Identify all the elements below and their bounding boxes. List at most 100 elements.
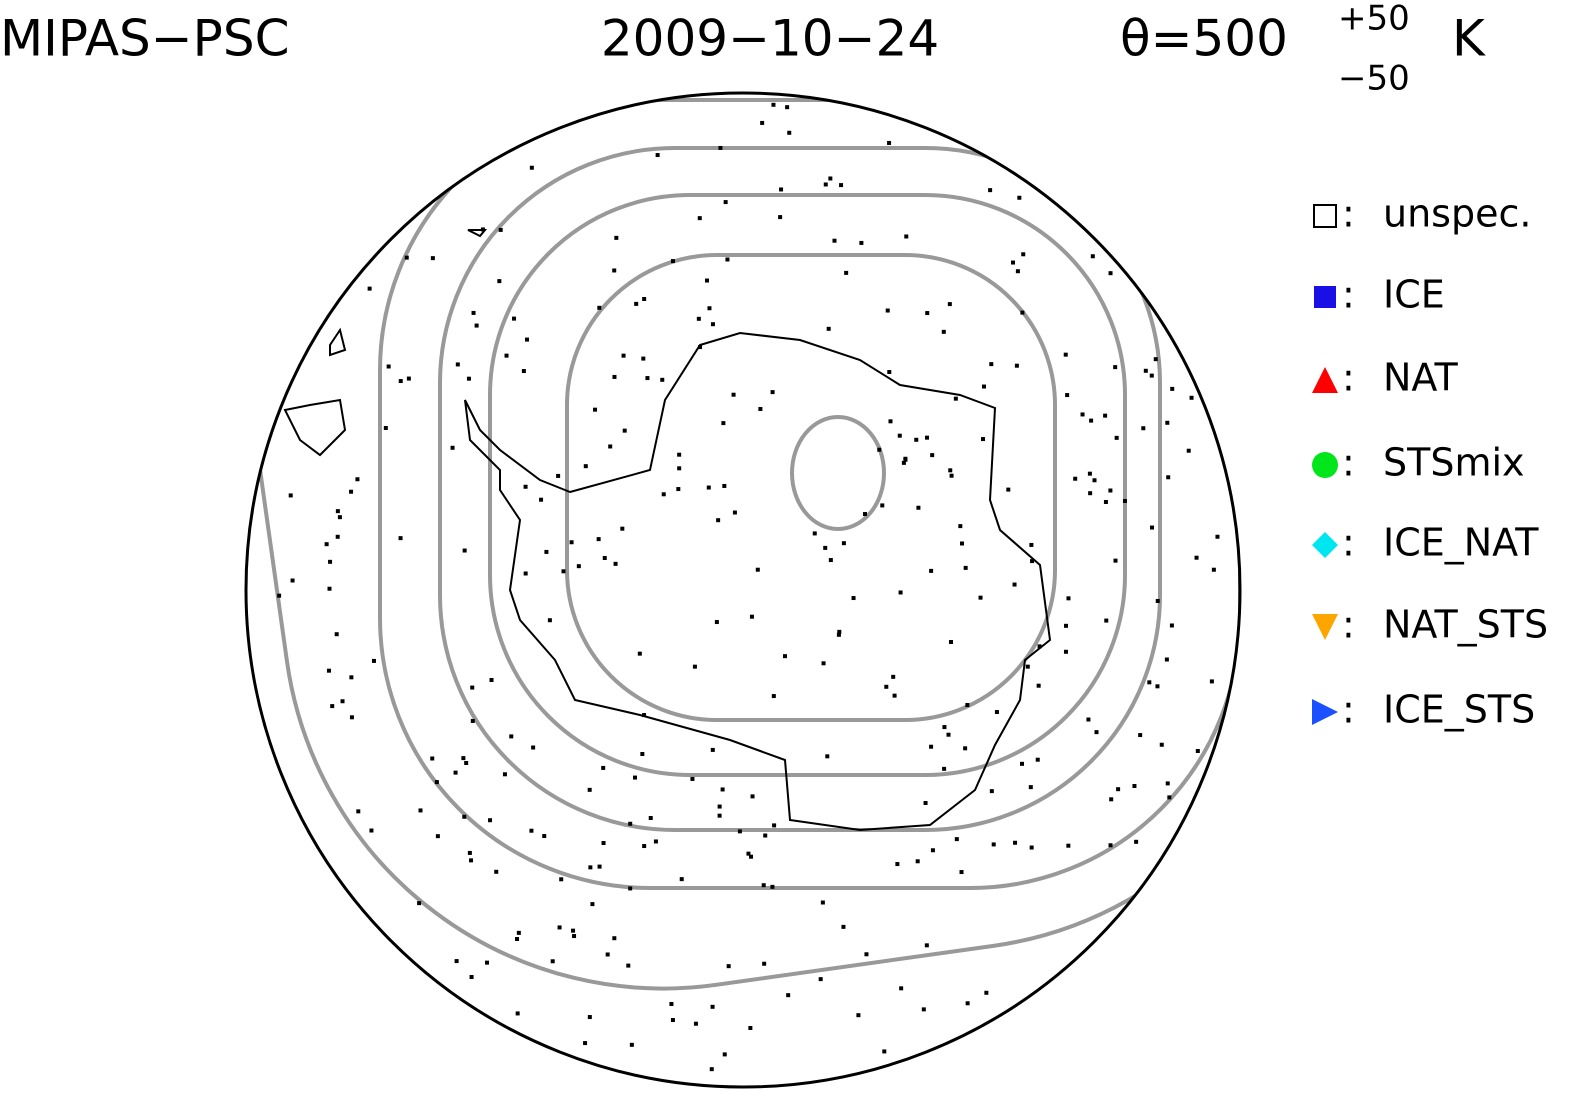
dot — [327, 586, 332, 591]
dot — [942, 725, 947, 730]
dot — [1155, 684, 1160, 689]
dot — [642, 296, 647, 301]
legend-marker — [1313, 204, 1337, 228]
dot — [1134, 839, 1139, 844]
dot — [679, 877, 684, 882]
dot — [1113, 558, 1118, 563]
dot — [435, 834, 440, 839]
dot — [455, 362, 460, 367]
dot — [714, 620, 719, 625]
dot — [597, 864, 602, 869]
dot — [710, 1004, 715, 1009]
dot — [978, 595, 983, 600]
dot — [737, 829, 742, 834]
dot — [1036, 683, 1041, 688]
dot — [1108, 271, 1113, 276]
dot — [748, 1026, 753, 1031]
dot — [434, 780, 439, 785]
dot — [732, 510, 737, 515]
dot — [1090, 254, 1095, 259]
legend-marker — [1314, 286, 1336, 308]
dot — [856, 1013, 861, 1018]
dot — [1013, 840, 1018, 845]
dot — [288, 493, 293, 498]
dot — [1194, 555, 1199, 560]
dot — [930, 848, 935, 853]
dot — [418, 808, 423, 813]
dot — [1108, 843, 1113, 848]
dot — [963, 565, 968, 570]
dot — [1029, 542, 1034, 547]
dot — [461, 756, 466, 761]
dot — [1159, 742, 1164, 747]
dot — [605, 952, 610, 957]
dot — [901, 460, 906, 465]
dot — [509, 734, 514, 739]
dot — [897, 433, 902, 438]
coastline — [283, 229, 488, 457]
dot — [523, 571, 528, 576]
dot — [587, 1015, 592, 1020]
dot — [1138, 733, 1143, 738]
dot — [812, 531, 817, 536]
dot — [601, 765, 606, 770]
legend-marker — [1312, 452, 1338, 478]
dot — [515, 1011, 520, 1016]
dot — [556, 473, 561, 478]
legend-marker — [1312, 367, 1338, 393]
legend-separator: : — [1342, 273, 1355, 317]
dot — [984, 990, 989, 995]
dot — [716, 518, 721, 523]
dot — [628, 886, 633, 891]
dot — [981, 437, 986, 442]
level-lower: −50 — [1338, 59, 1410, 99]
dot — [371, 658, 376, 663]
dot — [669, 1001, 674, 1006]
dot — [470, 718, 475, 723]
dot — [1030, 559, 1035, 564]
contour — [565, 253, 1057, 722]
dot — [946, 732, 951, 737]
dot — [778, 215, 783, 220]
dot — [462, 548, 467, 553]
dot — [676, 487, 681, 492]
dot — [1186, 448, 1191, 453]
dot — [290, 578, 295, 583]
dot — [1170, 386, 1175, 391]
dot — [542, 834, 547, 839]
dot — [642, 713, 647, 718]
dot — [1011, 260, 1016, 265]
dot — [277, 593, 282, 598]
contours — [253, 93, 1240, 991]
contour — [378, 98, 1240, 890]
legend: : unspec.: ICE: NAT: STSmix: ICE_NAT: NAT_STS:… — [1312, 192, 1548, 732]
dot — [1109, 797, 1114, 802]
dot — [613, 561, 618, 566]
dot — [891, 674, 896, 679]
dot — [334, 632, 339, 637]
dot — [529, 165, 534, 170]
dot — [841, 924, 846, 929]
dot — [1149, 373, 1154, 378]
dot — [758, 406, 763, 411]
dot — [569, 540, 574, 545]
dot — [335, 509, 340, 514]
dot — [763, 833, 768, 838]
dot — [923, 800, 928, 805]
dot — [914, 437, 919, 442]
dot — [529, 828, 534, 833]
dot — [991, 842, 996, 847]
dot — [489, 677, 494, 682]
dot — [340, 699, 345, 704]
dot — [696, 316, 701, 321]
dot — [746, 851, 751, 856]
dot — [710, 322, 715, 327]
dot — [704, 278, 709, 283]
dot — [608, 444, 613, 449]
dot — [1065, 393, 1070, 398]
dot — [1012, 582, 1017, 587]
dot — [470, 685, 475, 690]
dot — [1150, 525, 1155, 530]
dot — [469, 975, 474, 980]
contour — [488, 193, 1127, 777]
